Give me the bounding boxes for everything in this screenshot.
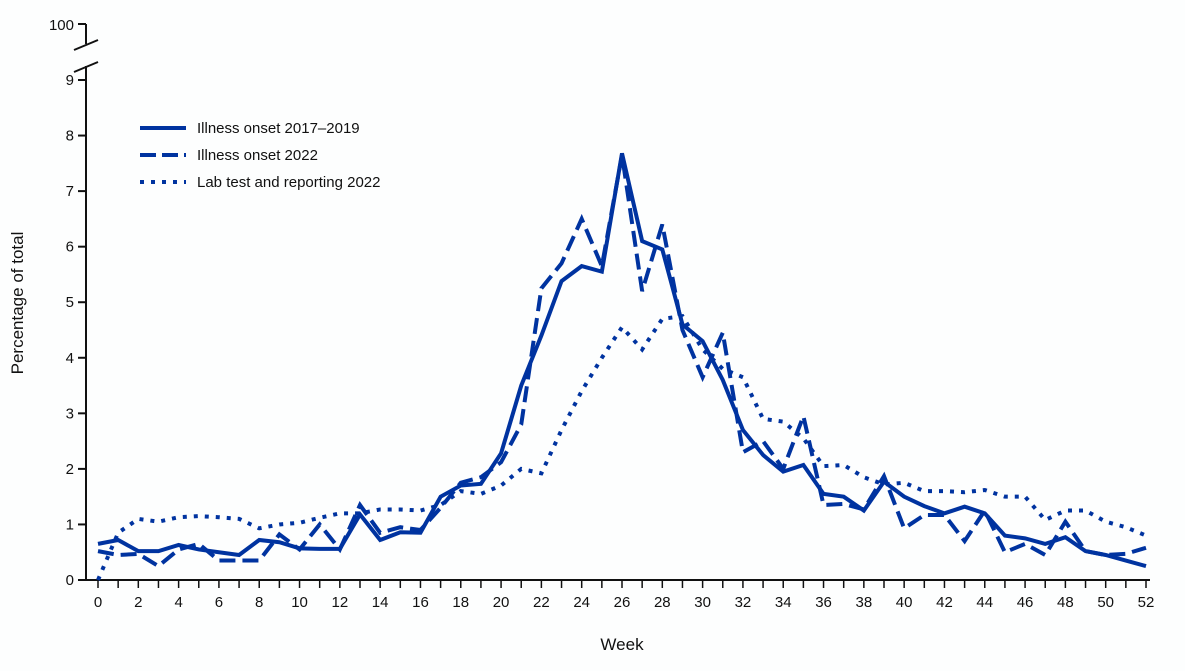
- x-tick-label: 50: [1097, 594, 1114, 611]
- axis-break-mark: [73, 61, 99, 73]
- x-tick-label: 4: [174, 594, 182, 611]
- legend-label: Lab test and reporting 2022: [197, 174, 380, 191]
- x-tick-label: 2: [134, 594, 142, 611]
- series-line-solid: [97, 152, 1147, 569]
- x-tick-label: 42: [936, 594, 953, 611]
- x-tick-label: 20: [493, 594, 510, 611]
- x-tick-label: 14: [372, 594, 389, 611]
- y-tick-label: 5: [66, 294, 74, 311]
- x-tick-label: 32: [735, 594, 752, 611]
- x-tick-label: 26: [614, 594, 631, 611]
- y-axis-label: Percentage of total: [8, 232, 27, 375]
- x-tick-label: 18: [452, 594, 469, 611]
- x-tick-label: 10: [291, 594, 308, 611]
- x-tick-label: 34: [775, 594, 792, 611]
- axis-break-mark: [73, 39, 99, 51]
- x-tick-label: 44: [976, 594, 993, 611]
- series-line-dashed: [97, 154, 1147, 569]
- x-tick-label: 52: [1138, 594, 1155, 611]
- x-tick-label: 24: [573, 594, 590, 611]
- y-tick-label: 1: [66, 516, 74, 533]
- x-tick-label: 36: [815, 594, 832, 611]
- legend-label: Illness onset 2022: [197, 147, 318, 164]
- y-tick-label: 3: [66, 405, 74, 422]
- x-tick-label: 38: [856, 594, 873, 611]
- x-tick-label: 46: [1017, 594, 1034, 611]
- y-tick-label: 2: [66, 461, 74, 478]
- x-tick-label: 8: [255, 594, 263, 611]
- y-tick-label: 6: [66, 239, 74, 256]
- x-tick-label: 40: [896, 594, 913, 611]
- axes: 0 2 4 6 8 10 12 14 16 18 20 22 24 26 28 30 32 34 36 38 40 42 4…: [66, 23, 1155, 611]
- x-tick-label: 16: [412, 594, 429, 611]
- x-tick-label: 0: [94, 594, 102, 611]
- y-tick-label: 4: [66, 350, 74, 367]
- y-break-top-label: 100: [49, 17, 74, 34]
- x-tick-label: 48: [1057, 594, 1074, 611]
- x-axis-label: Week: [600, 635, 644, 654]
- y-tick-label: 9: [66, 72, 74, 89]
- series-group: [96, 152, 1147, 581]
- legend: Illness onset 2017–2019 Illness onset 202…: [140, 120, 380, 191]
- y-tick-label: 7: [66, 183, 74, 200]
- series-line-dotted: [96, 313, 1147, 581]
- x-tick-label: 30: [694, 594, 711, 611]
- x-tick-label: 12: [332, 594, 349, 611]
- x-tick-label: 28: [654, 594, 671, 611]
- y-tick-label: 0: [66, 572, 74, 589]
- legend-label: Illness onset 2017–2019: [197, 120, 360, 137]
- x-tick-label: 22: [533, 594, 550, 611]
- y-tick-label: 8: [66, 128, 74, 145]
- x-tick-label: 6: [215, 594, 223, 611]
